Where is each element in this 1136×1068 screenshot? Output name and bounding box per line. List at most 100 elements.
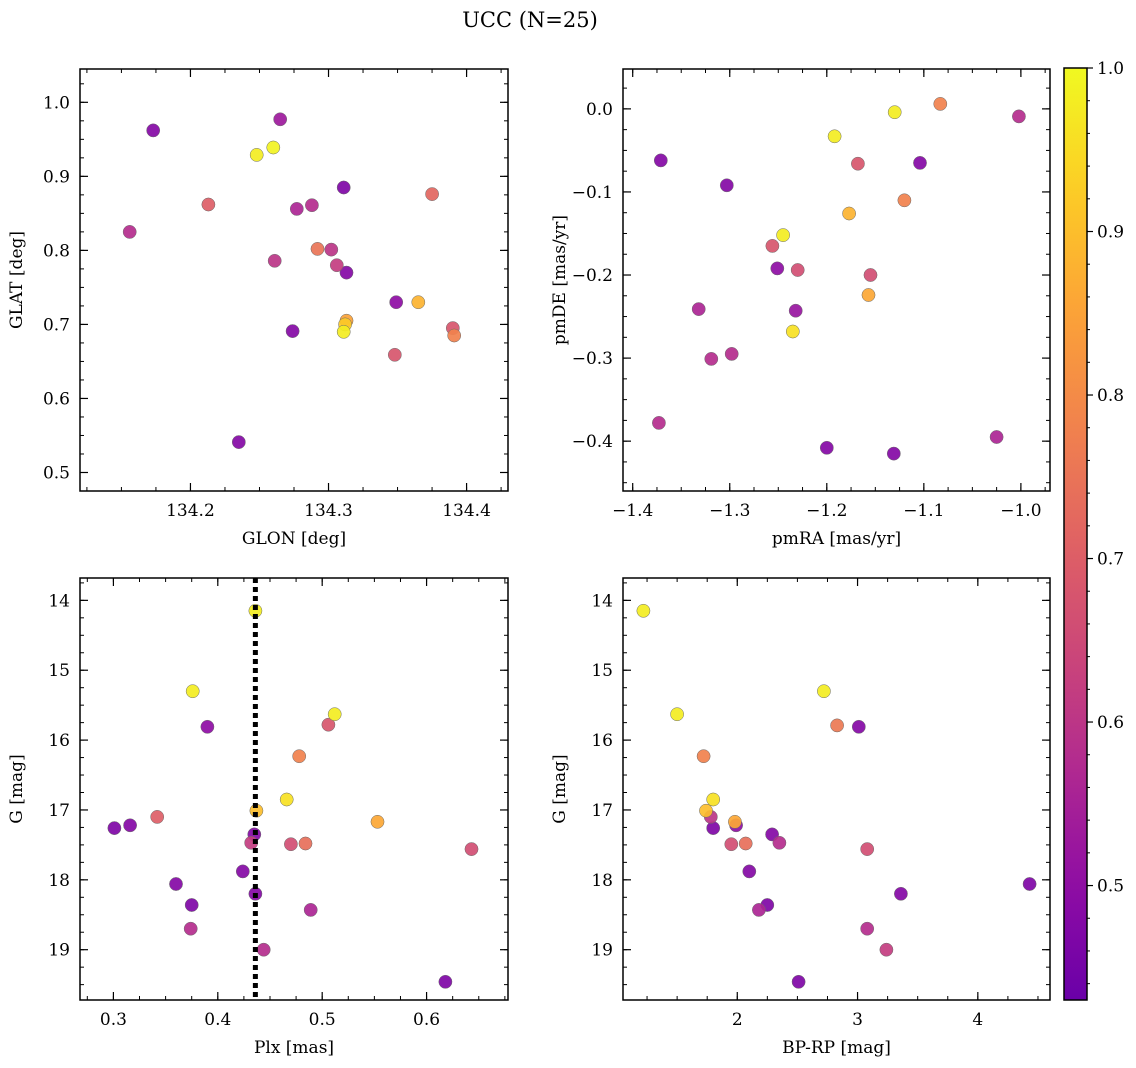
scatter-point	[324, 242, 339, 257]
y-axis-label: G [mag]	[550, 754, 570, 823]
scatter-point	[817, 684, 831, 699]
scatter-point	[770, 261, 785, 276]
scatter-point	[321, 717, 336, 732]
y-tick-label: 14	[591, 591, 613, 611]
y-tick-label: 18	[591, 871, 613, 891]
colorbar-tick-label: 1.0	[1097, 59, 1124, 79]
y-tick-label: 17	[591, 801, 613, 821]
scatter-point	[830, 718, 844, 733]
figure-title: UCC (N=25)	[462, 8, 598, 32]
scatter-point	[1012, 109, 1026, 124]
scatter-point	[329, 258, 344, 273]
colorbar-tick-label: 0.9	[1097, 223, 1124, 243]
y-tick-label: 16	[48, 731, 70, 751]
scatter-point	[691, 302, 706, 316]
y-tick-label: −0.3	[572, 349, 613, 369]
x-tick-label: −1.0	[1000, 501, 1041, 521]
x-tick-label: −1.2	[806, 501, 847, 521]
scatter-point	[185, 684, 200, 699]
y-tick-label: 16	[591, 731, 613, 751]
scatter-point	[791, 974, 806, 989]
scatter-point	[200, 719, 215, 734]
scatter-point	[894, 886, 908, 901]
scatter-point	[279, 792, 294, 807]
scatter-point	[863, 268, 878, 282]
scatter-point	[728, 814, 742, 829]
scatter-point	[336, 324, 351, 339]
scatter-point	[933, 97, 948, 111]
y-tick-label: 19	[591, 941, 613, 961]
scatter-point	[389, 295, 404, 310]
y-tick-label: 15	[591, 661, 613, 681]
scatter-point	[464, 842, 479, 856]
scatter-point	[292, 749, 307, 764]
scatter-point	[652, 416, 666, 430]
y-tick-label: 18	[48, 871, 70, 891]
scatter-point	[860, 921, 875, 936]
scatter-point	[887, 105, 902, 120]
scatter-point	[107, 821, 122, 835]
x-tick-label: 4	[972, 1010, 983, 1030]
scatter-point	[670, 707, 684, 722]
scatter-point	[303, 903, 318, 917]
scatter-point	[724, 347, 739, 361]
scatter-point	[387, 347, 402, 362]
scatter-point	[201, 197, 216, 212]
y-tick-label: 15	[48, 661, 70, 681]
y-tick-label: 14	[48, 591, 70, 611]
scatter-point	[370, 814, 385, 829]
scatter-point	[706, 821, 721, 835]
scatter-point	[339, 265, 354, 280]
axes-frame	[79, 68, 509, 492]
scatter-point	[724, 837, 739, 852]
y-axis-label: GLAT [deg]	[7, 231, 27, 329]
scatter-point	[752, 903, 766, 917]
scatter-point	[719, 178, 734, 193]
scatter-point	[447, 328, 462, 343]
scatter-point	[146, 123, 161, 138]
x-tick-label: 0.3	[100, 1010, 127, 1030]
scatter-point	[699, 803, 713, 818]
y-tick-label: −0.4	[572, 432, 613, 452]
scatter-point	[231, 435, 246, 449]
y-tick-label: −0.1	[572, 183, 613, 203]
scatter-point	[861, 288, 876, 302]
y-tick-label: −0.2	[572, 266, 613, 286]
y-tick-label: 0.8	[43, 241, 70, 261]
scatter-point	[305, 198, 319, 213]
plot-area	[652, 97, 1026, 461]
x-tick-label: −1.1	[903, 501, 944, 521]
y-tick-label: 19	[48, 941, 70, 961]
x-tick-label: 134.4	[442, 501, 491, 521]
scatter-point	[284, 837, 298, 852]
x-tick-label: 134.2	[166, 501, 215, 521]
scatter-point	[788, 303, 803, 318]
scatter-point	[298, 836, 313, 851]
scatter-point	[765, 239, 780, 253]
x-tick-label: 3	[852, 1010, 863, 1030]
y-tick-label: 1.0	[43, 93, 70, 113]
scatter-point	[183, 921, 198, 936]
subplot-pm: −1.4 −1.3 −1.2 −1.1 −1.0 −0.4 −0.3 −0.2 −0.1 0.0 p…	[550, 68, 1051, 549]
colorbar-tick-label: 0.7	[1097, 550, 1124, 570]
axes-frame	[622, 577, 1051, 1001]
scatter-point	[785, 324, 800, 339]
scatter-point	[742, 864, 757, 879]
y-tick-label: 0.5	[43, 463, 70, 483]
plot-area	[122, 112, 462, 449]
plot-area	[107, 578, 479, 1000]
y-tick-label: 0.0	[586, 100, 613, 120]
x-tick-label: 0.5	[309, 1010, 336, 1030]
y-tick-label: 0.6	[43, 389, 70, 409]
plot-area	[636, 603, 1037, 989]
scatter-point	[289, 202, 304, 216]
scatter-point	[842, 206, 856, 221]
scatter-point	[310, 242, 325, 256]
y-axis-label: pmDE [mas/yr]	[550, 215, 570, 345]
scatter-point	[266, 140, 281, 155]
scatter-point	[273, 112, 288, 127]
scatter-point	[819, 440, 834, 455]
scatter-point	[913, 156, 927, 170]
colorbar-tick-label: 0.5	[1097, 877, 1124, 897]
scatter-point	[249, 148, 264, 162]
